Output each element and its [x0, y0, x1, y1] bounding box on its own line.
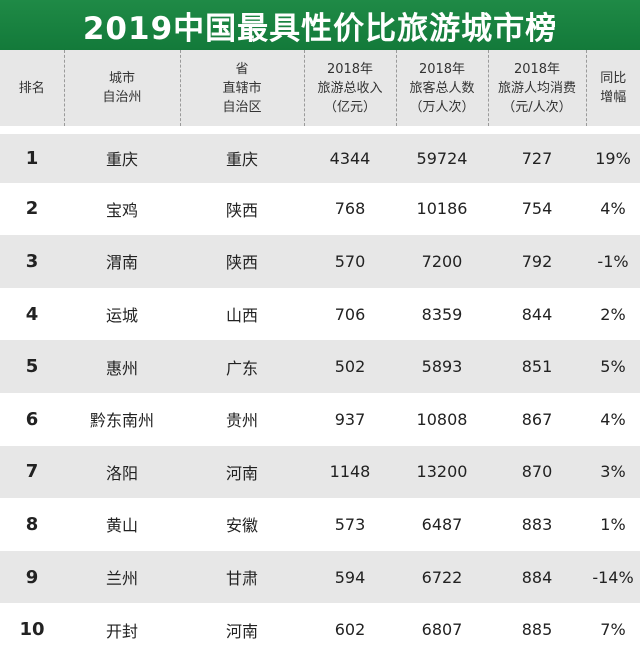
cell-growth: -14% [586, 550, 640, 604]
cell-per-capita: 844 [488, 287, 586, 341]
cell-visitors: 10808 [396, 392, 488, 446]
cell-per-capita: 867 [488, 392, 586, 446]
header-province: 省 直辖市 自治区 [179, 50, 304, 130]
cell-city: 运城 [64, 287, 180, 341]
cell-province: 重庆 [180, 126, 304, 183]
ranking-table: 排名 城市 自治州 省 直辖市 自治区 2018年 旅游总收入 （亿元） 201… [0, 50, 640, 656]
cell-visitors: 8359 [396, 287, 488, 341]
cell-rank: 10 [0, 603, 64, 656]
header-growth: 同比 增幅 [585, 50, 640, 130]
cell-income: 602 [304, 603, 396, 656]
cell-city: 惠州 [64, 340, 180, 393]
cell-province: 广东 [180, 340, 304, 393]
cell-income: 706 [304, 287, 396, 341]
cell-per-capita: 792 [488, 235, 586, 288]
cell-city: 宝鸡 [64, 182, 180, 236]
cell-growth: 4% [586, 182, 640, 236]
table-header-row: 排名 城市 自治州 省 直辖市 自治区 2018年 旅游总收入 （亿元） 201… [0, 50, 640, 130]
cell-city: 重庆 [64, 126, 180, 183]
cell-rank: 7 [0, 445, 64, 499]
table-row: 9 兰州 甘肃 594 6722 884 -14% [0, 550, 640, 604]
table-row: 6 黔东南州 贵州 937 10808 867 4% [0, 392, 640, 446]
cell-rank: 2 [0, 182, 64, 236]
cell-visitors: 59724 [396, 126, 488, 183]
cell-rank: 4 [0, 287, 64, 341]
cell-growth: -1% [586, 235, 640, 288]
cell-per-capita: 870 [488, 445, 586, 499]
page-title: 2019中国最具性价比旅游城市榜 [0, 0, 640, 50]
cell-rank: 3 [0, 235, 64, 288]
cell-growth: 4% [586, 392, 640, 446]
header-city: 城市 自治州 [63, 50, 180, 130]
cell-income: 573 [304, 498, 396, 551]
cell-growth: 5% [586, 340, 640, 393]
cell-per-capita: 884 [488, 550, 586, 604]
cell-per-capita: 727 [488, 126, 586, 183]
table-row: 7 洛阳 河南 1148 13200 870 3% [0, 445, 640, 499]
cell-rank: 9 [0, 550, 64, 604]
cell-visitors: 13200 [396, 445, 488, 499]
cell-visitors: 6807 [396, 603, 488, 656]
cell-per-capita: 883 [488, 498, 586, 551]
cell-growth: 1% [586, 498, 640, 551]
header-per-capita: 2018年 旅游人均消费 （元/人次） [487, 50, 586, 130]
cell-province: 河南 [180, 603, 304, 656]
cell-province: 安徽 [180, 498, 304, 551]
cell-income: 594 [304, 550, 396, 604]
cell-income: 768 [304, 182, 396, 236]
cell-income: 570 [304, 235, 396, 288]
table-row: 8 黄山 安徽 573 6487 883 1% [0, 498, 640, 551]
cell-income: 4344 [304, 126, 396, 183]
cell-per-capita: 851 [488, 340, 586, 393]
table-row: 10 开封 河南 602 6807 885 7% [0, 603, 640, 656]
table-row: 2 宝鸡 陕西 768 10186 754 4% [0, 182, 640, 236]
cell-city: 兰州 [64, 550, 180, 604]
header-rank: 排名 [0, 50, 64, 130]
header-income: 2018年 旅游总收入 （亿元） [303, 50, 396, 130]
cell-rank: 1 [0, 126, 64, 183]
cell-per-capita: 754 [488, 182, 586, 236]
cell-visitors: 6487 [396, 498, 488, 551]
table-row: 4 运城 山西 706 8359 844 2% [0, 287, 640, 341]
cell-province: 甘肃 [180, 550, 304, 604]
cell-rank: 6 [0, 392, 64, 446]
cell-growth: 3% [586, 445, 640, 499]
table-row: 1 重庆 重庆 4344 59724 727 19% [0, 126, 640, 183]
cell-visitors: 5893 [396, 340, 488, 393]
cell-city: 黄山 [64, 498, 180, 551]
cell-visitors: 7200 [396, 235, 488, 288]
cell-city: 渭南 [64, 235, 180, 288]
cell-growth: 19% [586, 126, 640, 183]
cell-province: 山西 [180, 287, 304, 341]
cell-province: 贵州 [180, 392, 304, 446]
cell-growth: 2% [586, 287, 640, 341]
cell-province: 陕西 [180, 235, 304, 288]
table-row: 3 渭南 陕西 570 7200 792 -1% [0, 235, 640, 288]
cell-visitors: 6722 [396, 550, 488, 604]
cell-city: 洛阳 [64, 445, 180, 499]
cell-income: 1148 [304, 445, 396, 499]
cell-province: 河南 [180, 445, 304, 499]
cell-per-capita: 885 [488, 603, 586, 656]
cell-city: 黔东南州 [64, 392, 180, 446]
cell-rank: 8 [0, 498, 64, 551]
cell-income: 502 [304, 340, 396, 393]
header-visitors: 2018年 旅客总人数 （万人次） [395, 50, 488, 130]
cell-city: 开封 [64, 603, 180, 656]
cell-growth: 7% [586, 603, 640, 656]
cell-income: 937 [304, 392, 396, 446]
cell-visitors: 10186 [396, 182, 488, 236]
table-row: 5 惠州 广东 502 5893 851 5% [0, 340, 640, 393]
cell-rank: 5 [0, 340, 64, 393]
cell-province: 陕西 [180, 182, 304, 236]
